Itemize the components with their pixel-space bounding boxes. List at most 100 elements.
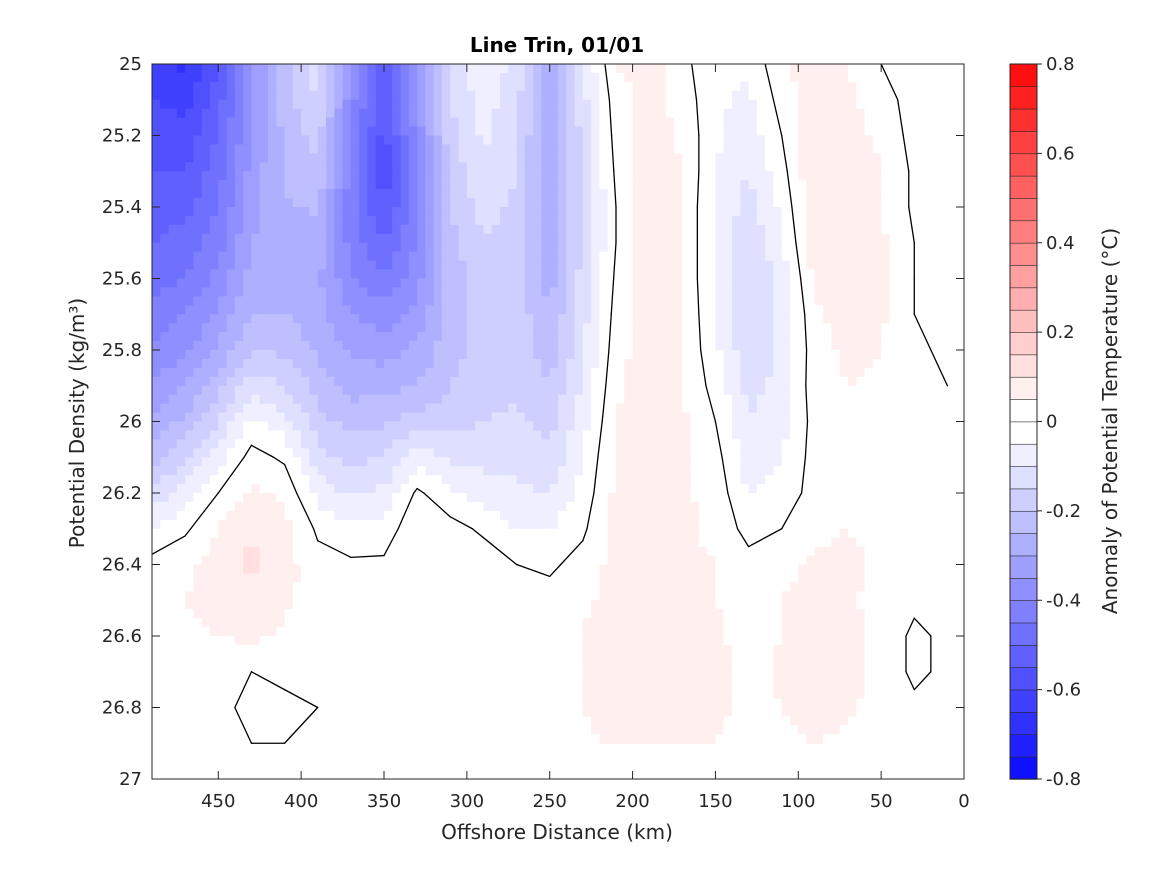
field-cell	[549, 108, 559, 119]
field-cell	[500, 117, 509, 128]
field-cell	[284, 430, 294, 440]
field-cell	[193, 385, 203, 396]
field-cell	[715, 198, 725, 208]
field-cell	[533, 117, 543, 128]
field-cell	[616, 90, 625, 101]
field-cell	[524, 287, 534, 297]
field-cell	[674, 64, 683, 74]
field-cell	[790, 99, 799, 110]
field-cell	[823, 126, 833, 137]
field-cell	[500, 385, 509, 396]
field-cell	[375, 358, 385, 369]
field-cell	[939, 314, 949, 324]
field-cell	[566, 323, 576, 333]
field-cell	[417, 81, 427, 92]
field-cell	[450, 305, 460, 315]
field-cell	[309, 519, 319, 530]
field-cell	[748, 108, 758, 119]
field-cell	[889, 126, 899, 137]
field-cell	[781, 251, 791, 262]
field-cell	[698, 466, 708, 476]
field-cell	[168, 144, 178, 154]
field-cell	[268, 287, 277, 297]
field-cell	[806, 403, 816, 414]
field-cell	[872, 215, 882, 226]
field-cell	[624, 358, 634, 369]
field-cell	[442, 475, 451, 485]
field-cell	[317, 233, 327, 244]
field-cell	[524, 171, 534, 181]
field-cell	[582, 198, 592, 208]
field-cell	[806, 64, 816, 74]
field-cell	[864, 358, 874, 369]
field-cell	[400, 466, 410, 476]
field-cell	[400, 519, 410, 530]
field-cell	[342, 144, 352, 154]
field-cell	[326, 269, 335, 280]
field-cell	[442, 171, 451, 181]
field-cell	[417, 233, 427, 244]
field-cell	[466, 430, 476, 440]
field-cell	[359, 135, 369, 146]
field-cell	[864, 403, 874, 414]
field-cell	[698, 484, 708, 494]
field-cell	[425, 108, 435, 119]
field-cell	[707, 135, 717, 146]
field-cell	[243, 296, 253, 306]
field-cell	[193, 81, 203, 92]
field-cell	[582, 233, 592, 244]
field-cell	[566, 180, 576, 190]
field-cell	[276, 64, 286, 74]
field-cell	[466, 162, 476, 172]
field-cell	[897, 144, 907, 154]
field-cell	[491, 385, 501, 396]
field-cell	[798, 314, 808, 324]
field-cell	[359, 519, 369, 530]
field-cell	[856, 501, 866, 512]
field-cell	[591, 242, 601, 253]
field-cell	[433, 207, 443, 217]
field-cell	[350, 501, 360, 512]
field-cell	[632, 81, 642, 92]
field-cell	[350, 448, 360, 458]
field-cell	[442, 251, 451, 262]
field-cell	[732, 90, 741, 101]
field-cell	[334, 64, 344, 74]
field-cell	[417, 207, 427, 217]
field-cell	[417, 439, 427, 449]
field-cell	[168, 153, 178, 163]
field-cell	[906, 287, 915, 297]
field-cell	[466, 350, 476, 360]
field-cell	[765, 269, 775, 280]
field-cell	[516, 242, 526, 253]
field-cell	[624, 242, 634, 253]
field-cell	[906, 421, 915, 432]
field-cell	[616, 305, 625, 315]
field-cell	[823, 484, 833, 494]
field-cell	[442, 64, 451, 74]
field-cell	[259, 117, 269, 128]
field-cell	[591, 153, 601, 163]
field-cell	[309, 215, 319, 226]
field-cell	[193, 144, 203, 154]
field-cell	[425, 341, 435, 351]
field-cell	[392, 153, 402, 163]
field-cell	[292, 412, 302, 423]
field-cell	[475, 189, 485, 199]
field-cell	[276, 323, 286, 333]
field-cell	[524, 224, 534, 235]
field-cell	[524, 412, 534, 423]
field-cell	[500, 171, 509, 181]
field-cell	[508, 314, 518, 324]
field-cell	[458, 260, 468, 271]
field-cell	[160, 269, 170, 280]
field-cell	[268, 394, 277, 405]
field-cell	[773, 242, 783, 253]
field-cell	[541, 117, 551, 128]
field-cell	[292, 153, 302, 163]
field-cell	[425, 430, 435, 440]
field-cell	[723, 72, 733, 83]
field-cell	[359, 457, 369, 467]
field-cell	[458, 305, 468, 315]
field-cell	[475, 484, 485, 494]
